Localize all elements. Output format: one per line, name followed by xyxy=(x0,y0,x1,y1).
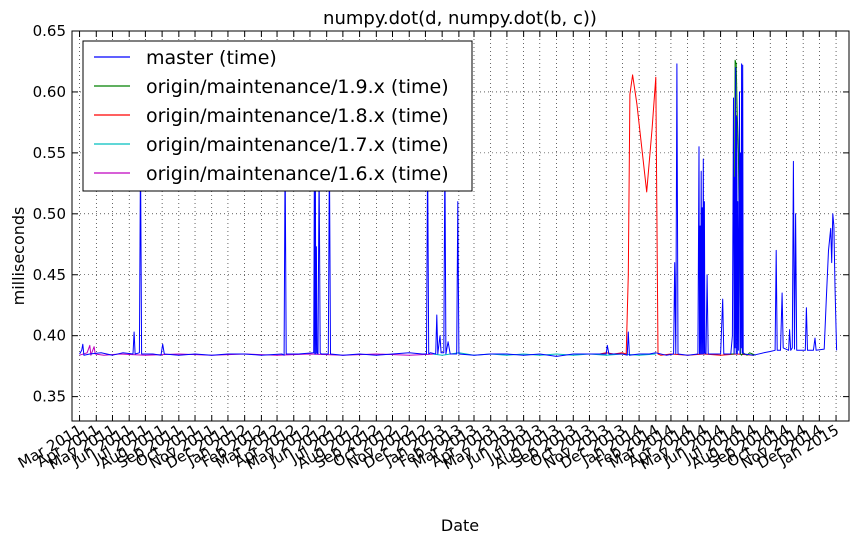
x-axis-label: Date xyxy=(441,516,479,535)
y-tick-label: 0.65 xyxy=(33,22,66,40)
y-axis: 0.35 0.40 0.45 0.50 0.55 0.60 0.65 xyxy=(33,22,849,406)
series-line-2 xyxy=(599,74,754,356)
legend: master (time) origin/maintenance/1.9.x (t… xyxy=(82,40,473,192)
y-tick-label: 0.45 xyxy=(33,266,66,284)
legend-label: origin/maintenance/1.9.x (time) xyxy=(146,76,449,98)
y-tick-label: 0.35 xyxy=(33,388,66,406)
plot-frame xyxy=(71,30,850,422)
legend-label: origin/maintenance/1.6.x (time) xyxy=(146,163,449,185)
y-axis-label: milliseconds xyxy=(9,207,28,306)
y-tick-label: 0.60 xyxy=(33,83,66,101)
plot-area xyxy=(79,59,838,357)
y-tick-label: 0.50 xyxy=(33,205,66,223)
legend-label: origin/maintenance/1.8.x (time) xyxy=(146,105,449,127)
chart-title: numpy.dot(d, numpy.dot(b, c)) xyxy=(323,8,597,29)
y-tick-label: 0.40 xyxy=(33,327,66,345)
legend-box xyxy=(82,40,473,192)
series-lines xyxy=(79,59,838,357)
y-tick-label: 0.55 xyxy=(33,144,66,162)
legend-label: master (time) xyxy=(146,47,277,69)
series-line-0 xyxy=(79,63,838,357)
legend-label: origin/maintenance/1.7.x (time) xyxy=(146,134,449,156)
